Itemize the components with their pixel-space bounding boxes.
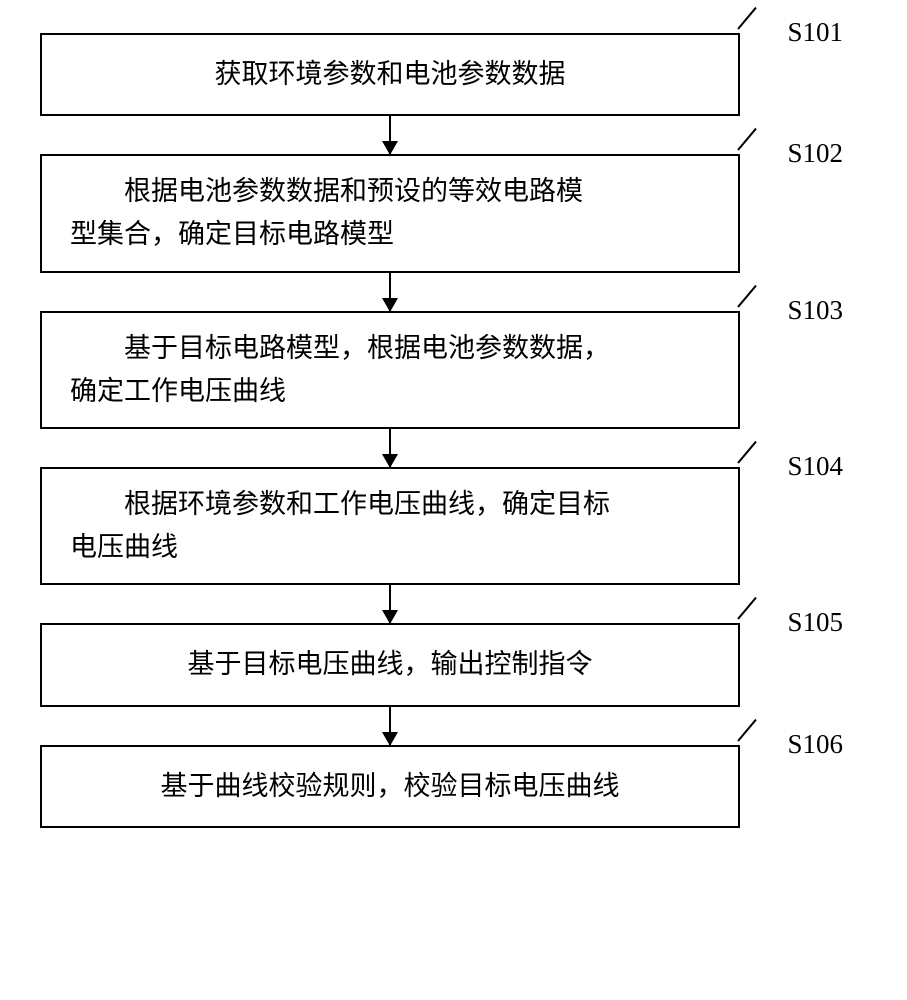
label-connector [737, 718, 757, 741]
step-box-s103: 基于目标电路模型，根据电池参数数据， 确定工作电压曲线 S103 [40, 311, 740, 429]
step-text: 根据电池参数数据和预设的等效电路模 型集合，确定目标电路模型 [70, 170, 583, 256]
step-text: 根据环境参数和工作电压曲线，确定目标 电压曲线 [70, 483, 610, 569]
flowchart-container: 获取环境参数和电池参数数据 S101 根据电池参数数据和预设的等效电路模 型集合… [40, 33, 860, 828]
step-label: S105 [787, 607, 843, 638]
label-connector [737, 128, 757, 151]
step-box-s106: 基于曲线校验规则，校验目标电压曲线 S106 [40, 745, 740, 828]
step-label: S102 [787, 138, 843, 169]
step-label: S103 [787, 295, 843, 326]
arrow-connector [40, 585, 740, 623]
label-connector [737, 441, 757, 464]
label-connector [737, 7, 757, 30]
step-box-s101: 获取环境参数和电池参数数据 S101 [40, 33, 740, 116]
arrow-connector [40, 273, 740, 311]
label-connector [737, 284, 757, 307]
step-box-s102: 根据电池参数数据和预设的等效电路模 型集合，确定目标电路模型 S102 [40, 154, 740, 272]
arrow-connector [40, 429, 740, 467]
step-label: S106 [787, 729, 843, 760]
step-text: 基于曲线校验规则，校验目标电压曲线 [161, 765, 620, 808]
step-box-s105: 基于目标电压曲线，输出控制指令 S105 [40, 623, 740, 706]
label-connector [737, 597, 757, 620]
arrow-connector [40, 707, 740, 745]
arrow-head-icon [382, 610, 398, 624]
arrow-head-icon [382, 141, 398, 155]
arrow-head-icon [382, 454, 398, 468]
step-text: 基于目标电路模型，根据电池参数数据， 确定工作电压曲线 [70, 327, 610, 413]
step-text: 获取环境参数和电池参数数据 [215, 53, 566, 96]
step-label: S101 [787, 17, 843, 48]
step-box-s104: 根据环境参数和工作电压曲线，确定目标 电压曲线 S104 [40, 467, 740, 585]
arrow-connector [40, 116, 740, 154]
arrow-head-icon [382, 732, 398, 746]
step-label: S104 [787, 451, 843, 482]
arrow-head-icon [382, 298, 398, 312]
step-text: 基于目标电压曲线，输出控制指令 [188, 643, 593, 686]
